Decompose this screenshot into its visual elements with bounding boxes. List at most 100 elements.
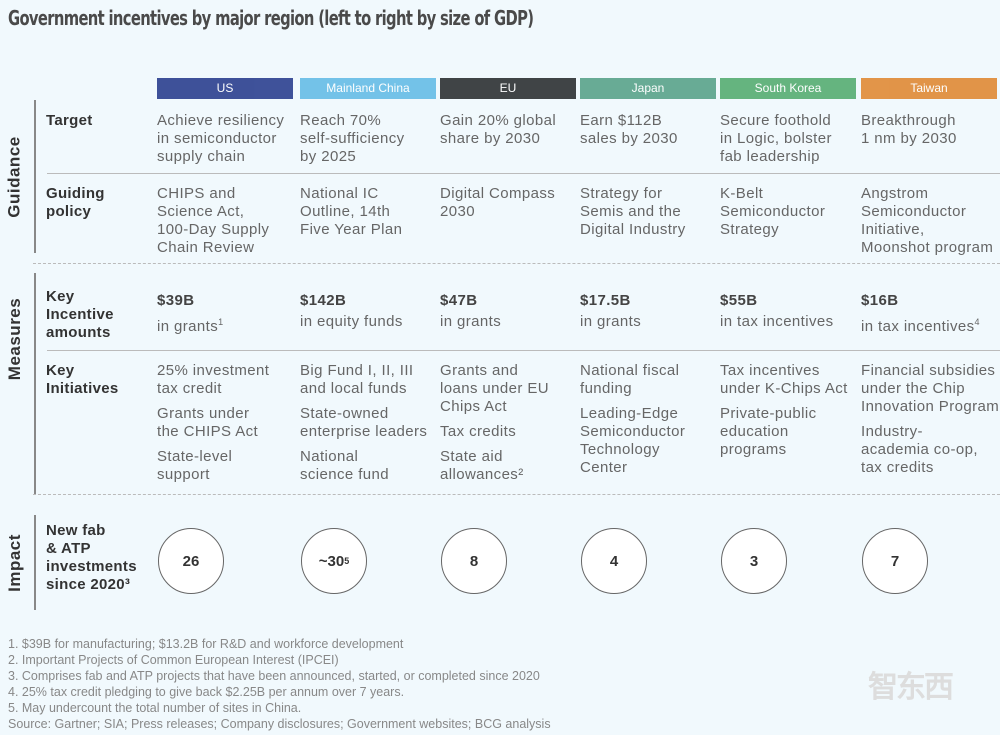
initiatives-cell: Grants and loans under EU Chips Act Tax cre… bbox=[440, 362, 582, 491]
fab-count-circle: ~30 5 bbox=[301, 528, 367, 594]
incentive-amount: $47B bbox=[440, 292, 478, 309]
text-line: and local funds bbox=[300, 380, 407, 397]
footnote: 5. May undercount the total number of si… bbox=[8, 701, 302, 715]
row-label-amounts: Key Incentive amounts bbox=[46, 288, 114, 342]
incentive-description: in equity funds bbox=[300, 313, 442, 331]
initiative-item: State aid allowances² bbox=[440, 448, 582, 484]
text-line: the CHIPS Act bbox=[157, 423, 259, 440]
incentive-amount: $17.5B bbox=[580, 292, 631, 309]
label-line: Guiding bbox=[46, 185, 105, 202]
label-line: since 2020³ bbox=[46, 576, 131, 593]
region-header-eu: EU bbox=[440, 78, 576, 99]
footnote: 1. $39B for manufacturing; $13.2B for R&… bbox=[8, 637, 404, 651]
text-line: Outline, 14th bbox=[300, 203, 391, 220]
label-line: Key bbox=[46, 288, 75, 305]
row-label-policy: Guiding policy bbox=[46, 185, 105, 221]
incentive-amount: $142B bbox=[300, 292, 347, 309]
text-line: Industry- bbox=[861, 423, 923, 440]
text-line: Tax credits bbox=[440, 423, 517, 440]
text-line: 25% investment bbox=[157, 362, 270, 379]
target-cell: Earn $112B sales by 2030 bbox=[580, 112, 722, 148]
policy-cell: Angstrom Semiconductor Initiative, Moonshot… bbox=[861, 185, 1000, 257]
text-line: Moonshot program bbox=[861, 239, 994, 256]
text-line: National IC bbox=[300, 185, 379, 202]
text-line: National fiscal bbox=[580, 362, 680, 379]
section-label: Impact bbox=[5, 533, 25, 592]
text-line: Technology bbox=[580, 441, 660, 458]
text-line: Semis and the bbox=[580, 203, 682, 220]
amount-cell: $142B in equity funds bbox=[300, 292, 442, 331]
text-line: National bbox=[300, 448, 359, 465]
text-line: self-sufficiency bbox=[300, 130, 405, 147]
text-line: Semiconductor bbox=[861, 203, 967, 220]
region-header-mainland-china: Mainland China bbox=[300, 78, 436, 99]
footnote-ref: 1 bbox=[218, 317, 224, 327]
amount-cell: $47B in grants bbox=[440, 292, 582, 331]
region-header-us: US bbox=[157, 78, 293, 99]
initiatives-cell: Financial subsidies under the Chip Innovat… bbox=[861, 362, 1000, 484]
text-line: Science Act, bbox=[157, 203, 245, 220]
fab-count-circle: 8 bbox=[441, 528, 507, 594]
target-cell: Reach 70% self-sufficiency by 2025 bbox=[300, 112, 442, 166]
footnote: 4. 25% tax credit pledging to give back … bbox=[8, 685, 405, 699]
text-line: loans under EU bbox=[440, 380, 549, 397]
incentive-description: in tax incentives bbox=[720, 313, 862, 331]
fab-count: 8 bbox=[469, 552, 479, 570]
text-line: Earn $112B bbox=[580, 112, 663, 129]
text-line: State-owned bbox=[300, 405, 389, 422]
target-cell: Gain 20% global share by 2030 bbox=[440, 112, 582, 148]
description-text: in grants bbox=[157, 318, 219, 335]
description-text: in grants bbox=[580, 313, 642, 330]
text-line: Five Year Plan bbox=[300, 221, 403, 238]
initiative-item: Financial subsidies under the Chip Innovat… bbox=[861, 362, 1000, 416]
text-line: share by 2030 bbox=[440, 130, 541, 147]
label-line: Key bbox=[46, 362, 75, 379]
text-line: Initiative, bbox=[861, 221, 925, 238]
text-line: education bbox=[720, 423, 789, 440]
text-line: Semiconductor bbox=[720, 203, 826, 220]
section-guidance: Guidance bbox=[0, 100, 30, 253]
text-line: under the Chip bbox=[861, 380, 966, 397]
policy-cell: CHIPS and Science Act, 100-Day Supply Chain… bbox=[157, 185, 299, 257]
footnote-ref: 4 bbox=[974, 317, 980, 327]
text-line: allowances² bbox=[440, 466, 524, 483]
label-line: investments bbox=[46, 558, 137, 575]
amount-cell: $16B in tax incentives4 bbox=[861, 292, 1000, 336]
policy-cell: Strategy for Semis and the Digital Industr… bbox=[580, 185, 722, 239]
initiative-item: Leading-Edge Semiconductor Technology Cente… bbox=[580, 405, 722, 477]
text-line: Strategy bbox=[720, 221, 780, 238]
text-line: State aid bbox=[440, 448, 503, 465]
label-line: & ATP bbox=[46, 540, 91, 557]
fab-count: 3 bbox=[749, 552, 759, 570]
description-text: in tax incentives bbox=[720, 313, 834, 330]
text-line: Strategy for bbox=[580, 185, 663, 202]
target-cell: Achieve resiliency in semiconductor supply… bbox=[157, 112, 299, 166]
row-label-target: Target bbox=[46, 112, 93, 129]
incentive-amount: $16B bbox=[861, 292, 899, 309]
row-divider bbox=[47, 350, 1000, 351]
policy-cell: National IC Outline, 14th Five Year Plan bbox=[300, 185, 442, 239]
text-line: science fund bbox=[300, 466, 390, 483]
initiative-item: National science fund bbox=[300, 448, 442, 484]
text-line: K-Belt bbox=[720, 185, 764, 202]
initiatives-cell: National fiscal funding Leading-Edge Semico… bbox=[580, 362, 722, 484]
fab-count-circle: 7 bbox=[862, 528, 928, 594]
text-line: academia co-op, bbox=[861, 441, 978, 458]
text-line: enterprise leaders bbox=[300, 423, 428, 440]
source-note: Source: Gartner; SIA; Press releases; Co… bbox=[8, 717, 551, 731]
initiative-item: National fiscal funding bbox=[580, 362, 722, 398]
initiative-item: 25% investment tax credit bbox=[157, 362, 299, 398]
section-label: Guidance bbox=[5, 135, 24, 218]
text-line: Center bbox=[580, 459, 628, 476]
initiative-item: Grants and loans under EU Chips Act bbox=[440, 362, 582, 416]
section-divider bbox=[34, 515, 36, 610]
text-line: Achieve resiliency bbox=[157, 112, 285, 129]
fab-count-circle: 26 bbox=[158, 528, 224, 594]
text-line: Big Fund I, II, III bbox=[300, 362, 414, 379]
initiatives-cell: Big Fund I, II, III and local funds State-… bbox=[300, 362, 442, 491]
fab-count: ~30 bbox=[318, 552, 345, 570]
initiatives-cell: 25% investment tax credit Grants under the … bbox=[157, 362, 299, 491]
text-line: Reach 70% bbox=[300, 112, 382, 129]
amount-cell: $39B in grants1 bbox=[157, 292, 299, 336]
amount-cell: $17.5B in grants bbox=[580, 292, 722, 331]
